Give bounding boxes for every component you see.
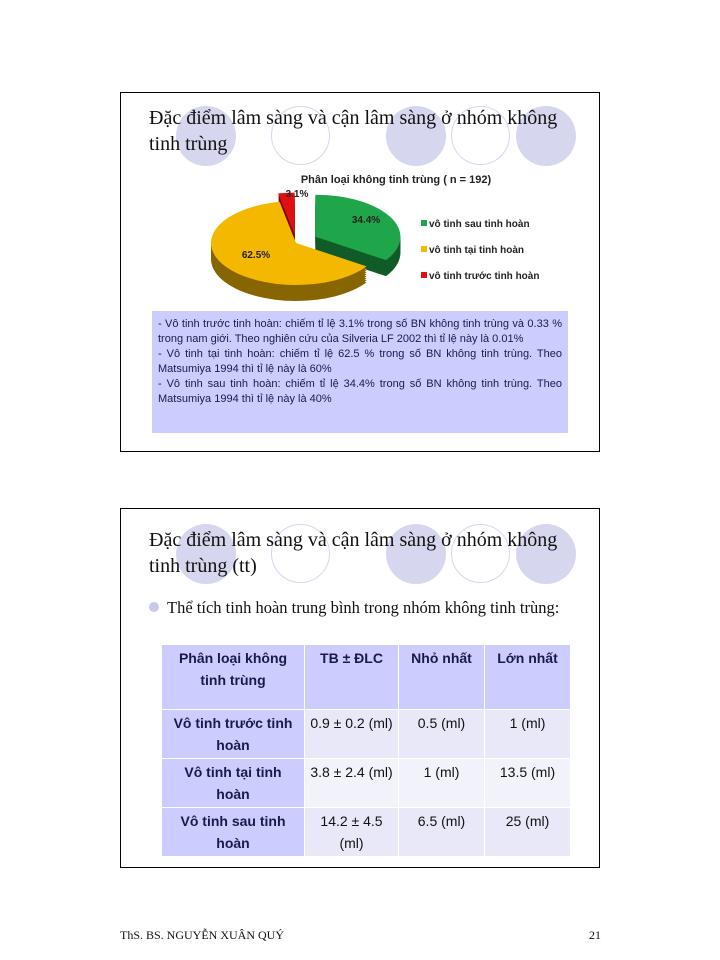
header-cell: Lớn nhất [484, 644, 571, 710]
table-row: Vô tinh tại tinh hoàn 3.8 ± 2.4 (ml) 1 (… [161, 758, 571, 808]
decor-circle [176, 106, 236, 166]
legend-swatch [421, 220, 427, 226]
header-cell: TB ± ĐLC [304, 644, 399, 710]
data-label: 34.4% [352, 215, 380, 226]
table-cell: 3.8 ± 2.4 (ml) [304, 758, 399, 808]
decor-circle [451, 106, 510, 165]
table-cell: 6.5 (ml) [398, 807, 485, 857]
legend-entry: vô tinh sau tinh hoàn [429, 219, 530, 230]
pie-slice [278, 192, 295, 235]
table-cell: 1 (ml) [398, 758, 485, 808]
header-cell: Nhỏ nhất [398, 644, 485, 710]
decor-circle [386, 524, 446, 584]
decor-circle [516, 106, 576, 166]
decor-circle [271, 106, 330, 165]
decor-circle [451, 524, 510, 583]
decor-circle [271, 524, 330, 583]
decor-circle [386, 106, 446, 166]
chart-title: Phân loại không tinh trùng ( n = 192) [301, 174, 492, 186]
table-cell: 0.9 ± 0.2 (ml) [304, 709, 399, 759]
legend-swatch [421, 272, 427, 278]
slide-2: Đặc điểm lâm sàng và cận lâm sàng ở nhóm… [120, 508, 600, 868]
table-cell: 0.5 (ml) [398, 709, 485, 759]
table-header-row: Phân loại không tinh trùng TB ± ĐLC Nhỏ … [161, 644, 571, 710]
bullet-icon [149, 602, 159, 612]
header-cell: Phân loại không tinh trùng [161, 644, 305, 710]
pie-slice [211, 201, 367, 285]
note: - Vô tinh tại tinh hoàn: chiếm tỉ lệ 62.… [158, 348, 562, 375]
data-label: 3.1% [286, 189, 309, 200]
table-cell: Vô tinh sau tinh hoàn [161, 807, 305, 857]
legend-swatch [421, 246, 427, 252]
table-cell: 13.5 (ml) [484, 758, 571, 808]
legend-entry: vô tinh trước tinh hoàn [429, 271, 539, 282]
table-cell: Vô tinh trước tinh hoàn [161, 709, 305, 759]
decor-circle [516, 524, 576, 584]
bullet-text: Thể tích tinh hoàn trung bình trong nhóm… [167, 598, 560, 617]
table-row: Vô tinh trước tinh hoàn 0.9 ± 0.2 (ml) 0… [161, 709, 571, 759]
data-label: 62.5% [242, 250, 270, 261]
legend-entry: vô tinh tại tinh hoàn [429, 245, 524, 256]
table-cell: 14.2 ± 4.5 (ml) [304, 807, 399, 857]
notes-box: - Vô tinh trước tinh hoàn: chiếm tỉ lệ 3… [152, 311, 568, 433]
slide-title: Đặc điểm lâm sàng và cận lâm sàng ở nhóm… [149, 107, 558, 155]
note: - Vô tinh trước tinh hoàn: chiếm tỉ lệ 3… [158, 318, 562, 345]
decor-circle [176, 524, 236, 584]
slide-1: Đặc điểm lâm sàng và cận lâm sàng ở nhóm… [120, 92, 600, 452]
bullet-item: Thể tích tinh hoàn trung bình trong nhóm… [149, 597, 579, 618]
slide-title: Đặc điểm lâm sàng và cận lâm sàng ở nhóm… [149, 529, 558, 577]
testis-volume-table: Phân loại không tinh trùng TB ± ĐLC Nhỏ … [161, 644, 571, 857]
table-cell: 25 (ml) [484, 807, 571, 857]
table-row: Vô tinh sau tinh hoàn 14.2 ± 4.5 (ml) 6.… [161, 807, 571, 857]
pie-slice [315, 194, 401, 261]
note: - Vô tinh sau tinh hoàn: chiếm tỉ lệ 34.… [158, 378, 562, 405]
footer-author: ThS. BS. NGUYỄN XUÂN QUÝ [120, 928, 285, 942]
table-cell: Vô tinh tại tinh hoàn [161, 758, 305, 808]
pie-chart: Phân loại không tinh trùng ( n = 192) 34.… [210, 174, 539, 301]
footer-page-number: 21 [589, 928, 601, 942]
table-cell: 1 (ml) [484, 709, 571, 759]
